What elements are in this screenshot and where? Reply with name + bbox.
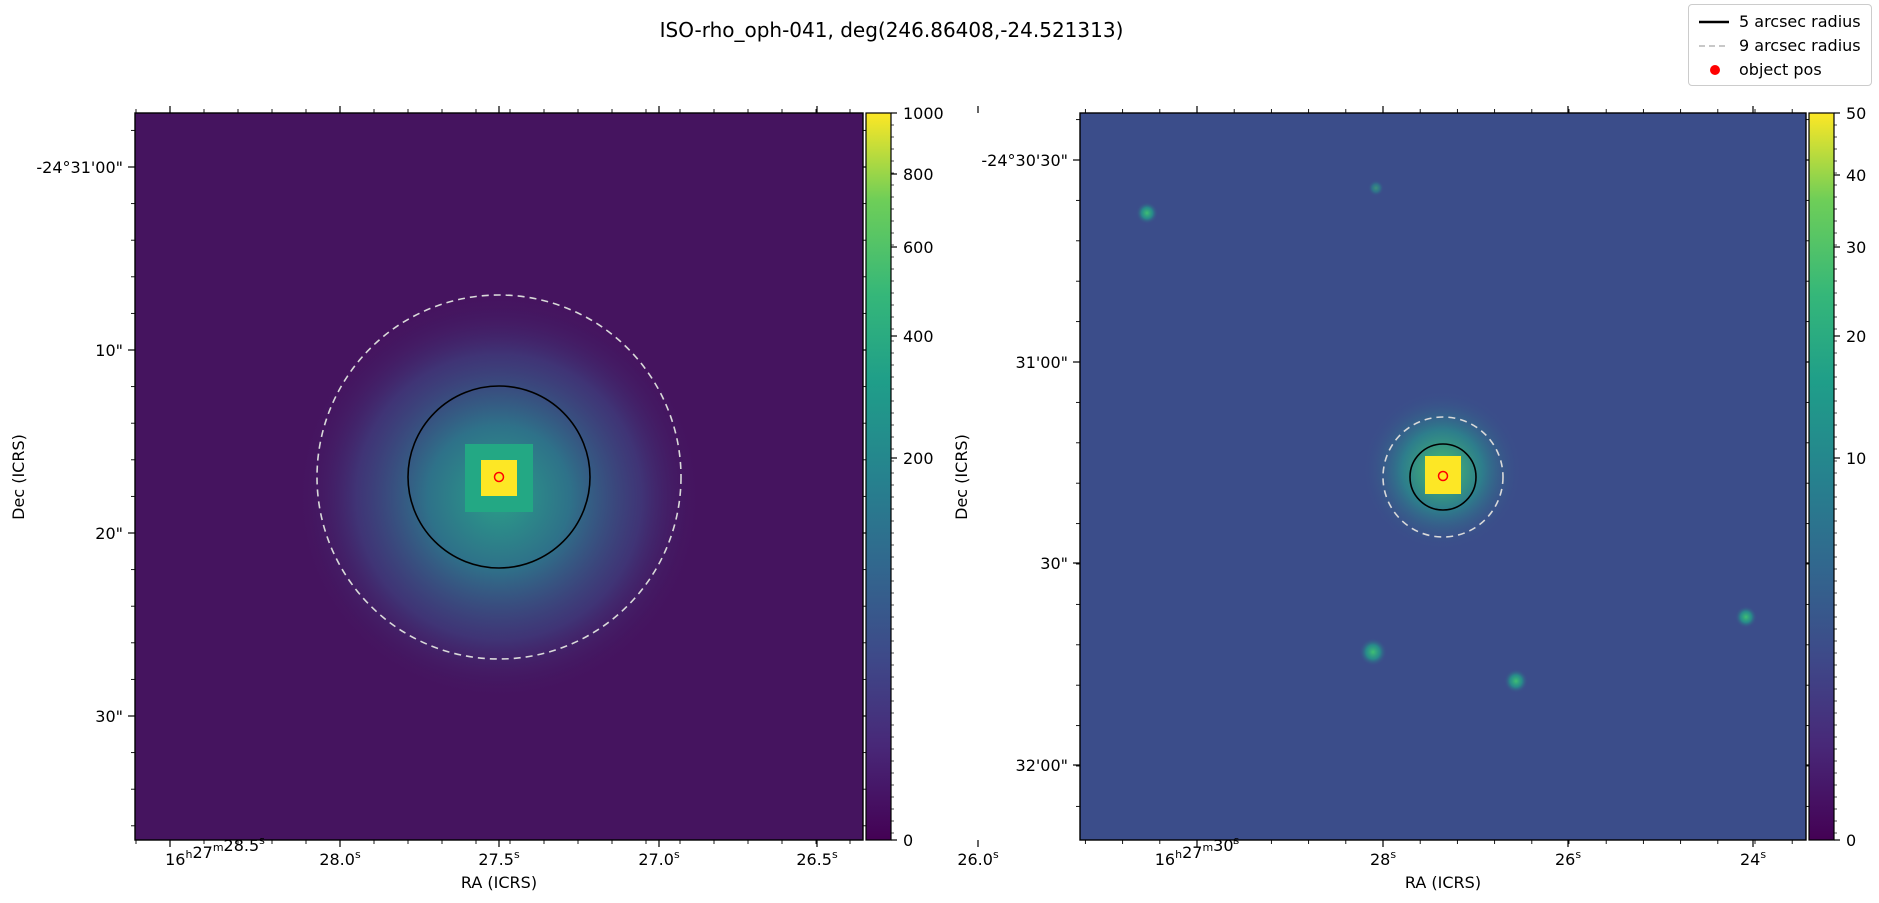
right-object-pos-marker — [1437, 470, 1449, 482]
colorbar-tick-label: 30 — [1846, 238, 1866, 257]
right-colorbar-ticks: 50 40 30 20 10 0 — [1834, 104, 1866, 850]
right-field-star — [1359, 638, 1387, 666]
colorbar-tick-label: 40 — [1846, 166, 1866, 185]
figure-title: ISO-rho_oph-041, deg(246.86408,-24.52131… — [659, 18, 1124, 42]
legend-item-5arcsec: 5 arcsec radius — [1689, 10, 1871, 34]
legend-label: 9 arcsec radius — [1739, 36, 1861, 55]
legend: 5 arcsec radius 9 arcsec radius object p… — [1688, 4, 1872, 86]
colorbar-tick-label: 0 — [903, 831, 913, 850]
right-y-tick-labels: -24°30'30" 31'00" 30" 32'00" — [981, 151, 1813, 775]
solid-line-swatch-icon — [1699, 20, 1729, 24]
x-tick-label: 16h27m30s — [1155, 834, 1240, 869]
y-tick-label: 30" — [95, 707, 123, 726]
right-9arcsec-aperture — [1382, 416, 1504, 538]
colorbar-tick-label: 600 — [903, 238, 934, 257]
y-tick-label: 30" — [1040, 554, 1068, 573]
left-colorbar-ticks: 1000 800 600 400 200 0 — [891, 104, 944, 850]
right-x-axis-label: RA (ICRS) — [1405, 873, 1481, 892]
left-5arcsec-aperture — [407, 385, 591, 569]
y-tick-label: 10" — [95, 341, 123, 360]
colorbar-tick-label: 20 — [1846, 327, 1866, 346]
right-panel: 16h27m30s 28s 26s 24s -24°30'30" 31'00" 30" 32… — [952, 104, 1866, 892]
y-tick-label: 20" — [95, 524, 123, 543]
x-tick-label: 26.5s — [796, 848, 838, 869]
x-tick-label: 26s — [1555, 848, 1581, 869]
colorbar-tick-label: 800 — [903, 165, 934, 184]
left-y-axis-label: Dec (ICRS) — [9, 434, 28, 520]
legend-item-9arcsec: 9 arcsec radius — [1689, 34, 1871, 58]
right-field-star — [1136, 202, 1158, 224]
right-x-tick-labels: 16h27m30s 28s 26s 24s — [1155, 106, 1766, 869]
left-colorbar — [865, 112, 892, 841]
right-field-star — [1504, 669, 1528, 693]
colorbar-tick-label: 1000 — [903, 104, 944, 123]
left-source-peak — [481, 460, 517, 496]
y-tick-label: 31'00" — [1016, 353, 1068, 372]
colorbar-tick-label: 400 — [903, 327, 934, 346]
x-tick-label: 16h27m28.5s — [165, 834, 265, 869]
colorbar-tick-label: 10 — [1846, 449, 1866, 468]
x-tick-label: 27.5s — [478, 848, 520, 869]
right-colorbar — [1808, 112, 1835, 841]
left-panel: 16h27m28.5s 28.0s 27.5s 27.0s 26.5s 26.0s -24… — [9, 104, 999, 892]
right-field-star — [1368, 180, 1384, 196]
y-tick-label: -24°31'00" — [36, 158, 123, 177]
y-tick-label: 32'00" — [1016, 756, 1068, 775]
x-tick-label: 28s — [1370, 848, 1396, 869]
left-object-pos-marker — [493, 471, 505, 483]
legend-label: 5 arcsec radius — [1739, 12, 1861, 31]
right-5arcsec-aperture — [1409, 443, 1477, 511]
right-axes-frame — [1079, 112, 1807, 841]
left-9arcsec-aperture — [316, 294, 682, 660]
left-x-tick-labels: 16h27m28.5s 28.0s 27.5s 27.0s 26.5s 26.0s — [165, 106, 999, 869]
right-field-star — [1735, 606, 1757, 628]
right-y-axis-label: Dec (ICRS) — [952, 434, 971, 520]
legend-label: object pos — [1739, 60, 1822, 79]
x-tick-label: 24s — [1740, 848, 1766, 869]
x-tick-label: 26.0s — [957, 848, 999, 869]
colorbar-tick-label: 50 — [1846, 104, 1866, 123]
x-tick-label: 28.0s — [319, 848, 361, 869]
left-x-axis-label: RA (ICRS) — [461, 873, 537, 892]
y-tick-label: -24°30'30" — [981, 151, 1068, 170]
x-tick-label: 27.0s — [638, 848, 680, 869]
colorbar-tick-label: 200 — [903, 449, 934, 468]
colorbar-tick-label: 0 — [1846, 831, 1856, 850]
dashed-line-swatch-icon — [1699, 45, 1729, 47]
legend-item-object-pos: object pos — [1689, 58, 1871, 82]
left-y-tick-labels: -24°31'00" 10" 20" 30" — [36, 158, 870, 726]
red-dot-marker-icon — [1710, 65, 1720, 75]
right-source-peak — [1425, 456, 1461, 494]
